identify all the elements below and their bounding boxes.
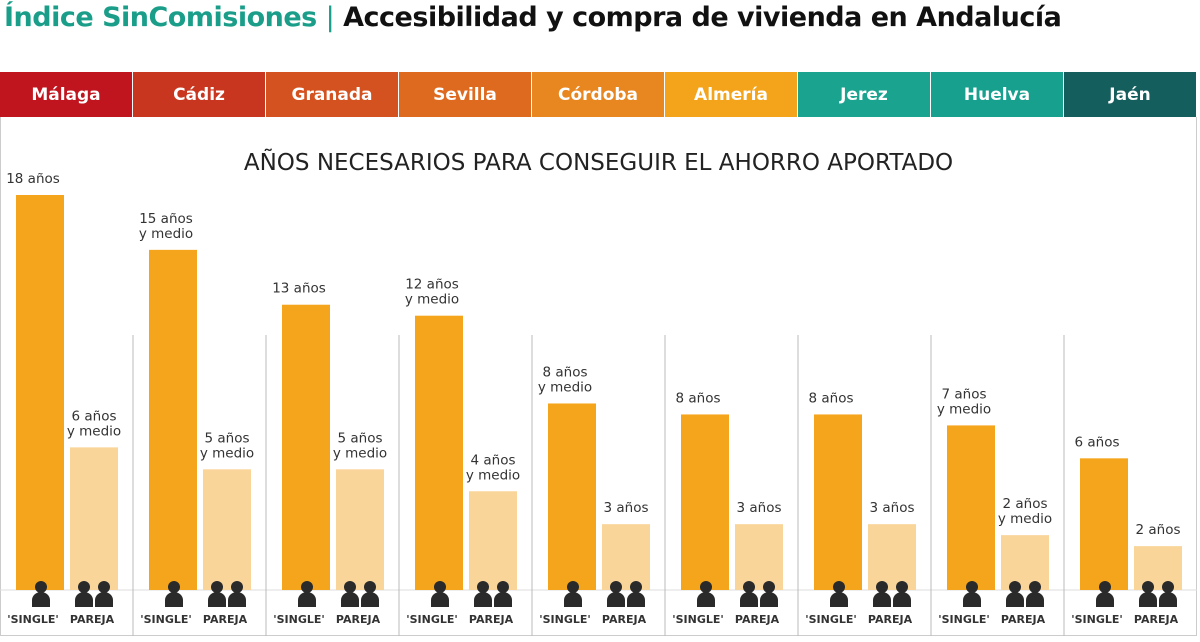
couple-icon — [208, 581, 246, 607]
person-icon — [697, 581, 715, 607]
series-label: 'SINGLE' — [938, 613, 990, 626]
series-label: 'SINGLE' — [805, 613, 857, 626]
person-icon — [431, 581, 449, 607]
bar-single — [282, 304, 330, 590]
bar-single — [548, 403, 596, 590]
data-label: 5 años y medio — [333, 430, 387, 461]
data-label: 2 años — [1135, 522, 1180, 538]
bar-single — [1080, 458, 1128, 590]
data-label: 6 años — [1074, 434, 1119, 450]
couple-icon — [1139, 581, 1177, 607]
person-icon — [32, 581, 50, 607]
series-label: 'SINGLE' — [273, 613, 325, 626]
series-label: PAREJA — [469, 613, 514, 626]
city-tab-3: Sevilla — [399, 72, 532, 117]
series-label: PAREJA — [1134, 613, 1179, 626]
main-title: Accesibilidad y compra de vivienda en An… — [343, 2, 1062, 33]
series-label: 'SINGLE' — [1071, 613, 1123, 626]
bar-pareja — [868, 524, 916, 590]
series-label: PAREJA — [868, 613, 913, 626]
data-label: 4 años y medio — [466, 452, 520, 483]
series-label: PAREJA — [1001, 613, 1046, 626]
bar-pareja — [735, 524, 783, 590]
data-label: 6 años y medio — [67, 408, 121, 439]
person-icon — [165, 581, 183, 607]
series-label: 'SINGLE' — [406, 613, 458, 626]
data-label: 18 años — [6, 171, 60, 187]
city-tab-4: Córdoba — [532, 72, 665, 117]
city-header: Málaga Cádiz Granada Sevilla Córdoba Almería J… — [0, 72, 1197, 117]
data-label: 8 años — [808, 390, 853, 406]
series-label: PAREJA — [735, 613, 780, 626]
data-label: 8 años y medio — [538, 364, 592, 395]
series-label: PAREJA — [203, 613, 248, 626]
couple-icon — [341, 581, 379, 607]
couple-icon — [474, 581, 512, 607]
series-label: 'SINGLE' — [140, 613, 192, 626]
bar-pareja — [602, 524, 650, 590]
page-title: Índice SinComisiones | Accesibilidad y c… — [4, 2, 1062, 33]
person-icon — [564, 581, 582, 607]
bar-pareja — [1134, 546, 1182, 590]
bar-single — [415, 315, 463, 590]
series-label: 'SINGLE' — [672, 613, 724, 626]
bar-single — [16, 195, 64, 590]
data-label: 3 años — [736, 500, 781, 516]
chart-title: AÑOS NECESARIOS PARA CONSEGUIR EL AHORRO… — [243, 150, 954, 176]
bar-pareja — [70, 447, 118, 590]
brand-title: Índice SinComisiones — [4, 2, 317, 33]
series-label: PAREJA — [602, 613, 647, 626]
bar-single — [681, 414, 729, 590]
data-label: 3 años — [869, 500, 914, 516]
data-label: 3 años — [603, 500, 648, 516]
series-label: 'SINGLE' — [539, 613, 591, 626]
person-icon — [298, 581, 316, 607]
city-tab-2: Granada — [266, 72, 399, 117]
city-tab-6: Jerez — [798, 72, 931, 117]
bar-pareja — [1001, 535, 1049, 590]
title-separator: | — [325, 2, 335, 33]
couple-icon — [873, 581, 911, 607]
person-icon — [830, 581, 848, 607]
couple-icon — [740, 581, 778, 607]
series-label: PAREJA — [336, 613, 381, 626]
person-icon — [1096, 581, 1114, 607]
bar-single — [814, 414, 862, 590]
data-label: 2 años y medio — [998, 496, 1052, 527]
data-label: 8 años — [675, 390, 720, 406]
couple-icon — [607, 581, 645, 607]
couple-icon — [75, 581, 113, 607]
data-label: 5 años y medio — [200, 430, 254, 461]
city-tab-8: Jaén — [1064, 72, 1197, 117]
city-tab-5: Almería — [665, 72, 798, 117]
bar-pareja — [336, 469, 384, 590]
bar-single — [149, 249, 197, 590]
bar-pareja — [469, 491, 517, 590]
data-label: 12 años y medio — [405, 277, 459, 308]
couple-icon — [1006, 581, 1044, 607]
series-label: 'SINGLE' — [7, 613, 59, 626]
series-label: PAREJA — [70, 613, 115, 626]
person-icon — [963, 581, 981, 607]
city-tab-7: Huelva — [931, 72, 1064, 117]
city-tab-0: Málaga — [0, 72, 133, 117]
bar-pareja — [203, 469, 251, 590]
data-label: 13 años — [272, 281, 326, 297]
bar-single — [947, 425, 995, 590]
data-label: 7 años y medio — [937, 386, 991, 417]
city-tab-1: Cádiz — [133, 72, 266, 117]
data-label: 15 años y medio — [139, 211, 193, 242]
